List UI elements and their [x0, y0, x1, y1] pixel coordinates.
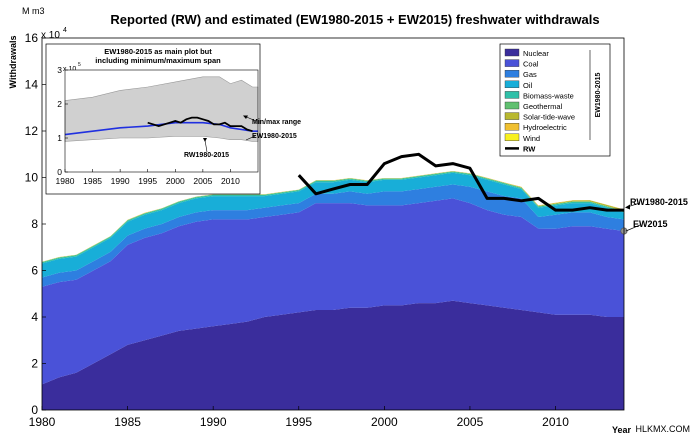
area-oil — [42, 172, 624, 278]
y-tick-label: 16 — [25, 31, 39, 45]
inset-rw-line — [147, 116, 253, 133]
main-axes: 1980 1985 1990 1995 2000 2005 2010024681012141… — [25, 31, 570, 429]
inset-plot-border — [64, 69, 259, 173]
y-exponent: x 10 4 — [41, 27, 67, 41]
inset-annotation-range: Min/max range — [243, 115, 301, 126]
legend-item-gas: Gas — [504, 69, 537, 79]
inset-x-tick-label: 2000 — [166, 176, 185, 186]
inset-x-tick-label: 1985 — [83, 176, 102, 186]
legend-item-rw: RW — [505, 144, 536, 153]
legend-swatch — [504, 112, 520, 120]
inset-chart: EW1980-2015 as main plot but including m… — [45, 43, 301, 195]
inset-x-tick-label: 1995 — [138, 176, 157, 186]
inset-plot — [64, 76, 259, 142]
y-unit: M m3 — [22, 6, 45, 16]
annotation-ew2015-label: EW2015 — [633, 219, 668, 229]
y-exponent-base: x 10 — [41, 30, 60, 41]
legend-item-biomass-waste: Biomass-waste — [504, 91, 574, 100]
legend-item-hydroelectric: Hydroelectric — [504, 122, 567, 132]
legend-label: Biomass-waste — [523, 91, 574, 100]
legend-swatch — [504, 101, 520, 110]
y-tick-label: 14 — [25, 78, 39, 92]
inset-label-rw: RW1980-2015 — [184, 152, 229, 159]
legend-swatch — [504, 122, 520, 131]
plot-border — [41, 37, 625, 411]
stacked-areas — [42, 171, 624, 410]
legend-item-solar-tide-wave: Solar-tide-wave — [504, 112, 575, 122]
inset-y-exponent-base: x 10 — [63, 66, 76, 73]
legend-item-geothermal: Geothermal — [504, 101, 563, 111]
legend-item-nuclear: Nuclear — [504, 48, 549, 58]
inset-axes: 1980 1985 1990 1995 2000 2005 2010 0 1 2 3 — [56, 65, 241, 186]
x-tick-label: 1990 — [200, 415, 227, 429]
legend-label: Oil — [523, 81, 533, 90]
y-tick-label: 0 — [31, 403, 38, 417]
rw-line — [297, 152, 624, 212]
inset-x-tick-label: 1990 — [111, 176, 130, 186]
legend-label: RW — [523, 144, 536, 153]
legend-swatch — [504, 133, 520, 142]
x-tick-label: 1985 — [114, 415, 141, 429]
inset-x-tick-label: 2005 — [193, 176, 212, 186]
x-tick-label: 1980 — [29, 415, 56, 429]
legend-label: Hydroelectric — [523, 123, 567, 132]
legend-label: Geothermal — [523, 102, 563, 111]
x-axis-label: Year — [612, 425, 632, 435]
annotation-rw: RW1980-2015 — [625, 197, 688, 210]
inset-title-line2: including minimum/maximum span — [95, 56, 221, 65]
legend-label: Wind — [523, 134, 540, 143]
y-axis-label: Withdrawals — [8, 36, 18, 89]
legend-item-oil: Oil — [504, 80, 533, 90]
area-nuclear — [42, 300, 624, 410]
x-tick-label: 1995 — [285, 415, 312, 429]
inset-y-tick-label: 3 — [57, 65, 62, 75]
area-coal — [42, 198, 624, 385]
chart-title: Reported (RW) and estimated (EW1980-2015… — [110, 12, 599, 27]
inset-ew-line — [64, 121, 258, 136]
inset-label-ew: EW1980-2015 — [252, 133, 297, 140]
legend-label: Nuclear — [523, 49, 549, 58]
annotation-rw-label: RW1980-2015 — [630, 197, 688, 207]
legend-swatch — [504, 48, 520, 57]
inset-x-tick-label: 1980 — [56, 176, 75, 186]
y-tick-label: 12 — [25, 124, 39, 138]
legend-group-label: EW1980-2015 — [595, 73, 602, 118]
x-tick-label: 2005 — [457, 415, 484, 429]
inset-y-exponent: x 10 5 — [63, 62, 81, 73]
inset-annotation-rw: RW1980-2015 — [184, 138, 229, 159]
legend-label: Gas — [523, 70, 537, 79]
legend-label: Solar-tide-wave — [523, 113, 575, 122]
y-tick-label: 8 — [31, 217, 38, 231]
legend-label: Coal — [523, 60, 539, 69]
x-tick-label: 2000 — [371, 415, 398, 429]
legend-item-wind: Wind — [504, 133, 540, 143]
y-tick-label: 4 — [31, 310, 38, 324]
inset-y-exponent-power: 5 — [78, 62, 81, 68]
inset-label-range: Min/max range — [252, 119, 301, 126]
x-tick-label: 2010 — [542, 415, 569, 429]
legend-swatch — [504, 59, 520, 67]
inset-title-line1: EW1980-2015 as main plot but — [104, 47, 212, 56]
y-exponent-power: 4 — [63, 27, 67, 34]
y-tick-label: 6 — [31, 264, 38, 278]
annotation-ew2015: EW2015 — [625, 219, 668, 232]
legend-swatch — [504, 91, 520, 99]
inset-y-tick-label: 0 — [57, 167, 62, 177]
y-tick-label: 10 — [25, 171, 39, 185]
y-tick-label: 2 — [31, 357, 38, 371]
inset-y-tick-label: 1 — [57, 133, 62, 143]
legend-swatch — [504, 69, 520, 78]
inset-annotation-ew: EW1980-2015 — [245, 133, 297, 141]
watermark: HLKMX.COM — [635, 424, 690, 434]
legend-swatch — [504, 80, 520, 89]
inset-y-tick-label: 2 — [57, 99, 62, 109]
legend-item-coal: Coal — [504, 59, 539, 69]
inset-x-tick-label: 2010 — [221, 176, 240, 186]
